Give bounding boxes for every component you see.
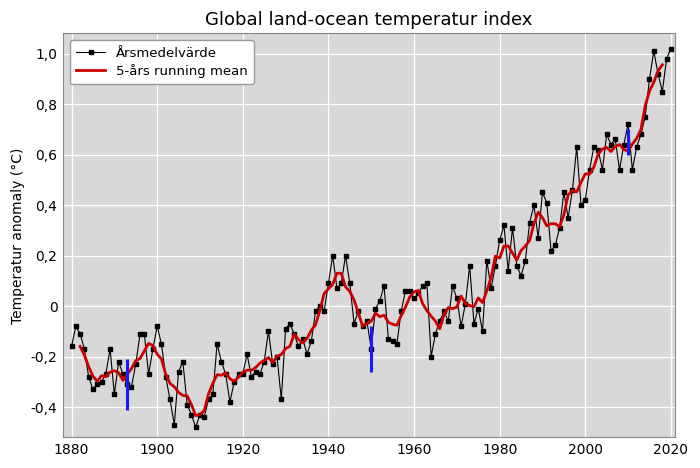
Line: 5-års running mean: 5-års running mean <box>80 65 662 416</box>
Line: Årsmedelvärde: Årsmedelvärde <box>69 47 673 429</box>
Årsmedelvärde <box>71 323 80 329</box>
5-års running mean <box>192 413 200 418</box>
Årsmedelvärde <box>581 197 589 203</box>
Y-axis label: Temperatur anomaly (°C): Temperatur anomaly (°C) <box>11 147 25 323</box>
5-års running mean <box>158 356 166 362</box>
5-års running mean <box>76 344 84 349</box>
Årsmedelvärde <box>269 361 277 367</box>
Legend: Årsmedelvärde, 5-års running mean: Årsmedelvärde, 5-års running mean <box>69 40 254 84</box>
5-års running mean <box>658 62 666 67</box>
5-års running mean <box>294 336 302 342</box>
Title: Global land-ocean temperatur index: Global land-ocean temperatur index <box>205 11 533 29</box>
5-års running mean <box>440 312 448 317</box>
5-års running mean <box>281 346 290 351</box>
Årsmedelvärde <box>192 424 200 430</box>
Årsmedelvärde <box>67 344 76 349</box>
Årsmedelvärde <box>594 147 602 153</box>
Årsmedelvärde <box>102 372 110 377</box>
Årsmedelvärde <box>641 114 650 119</box>
5-års running mean <box>530 221 538 227</box>
5-års running mean <box>337 271 345 276</box>
Årsmedelvärde <box>666 46 675 51</box>
